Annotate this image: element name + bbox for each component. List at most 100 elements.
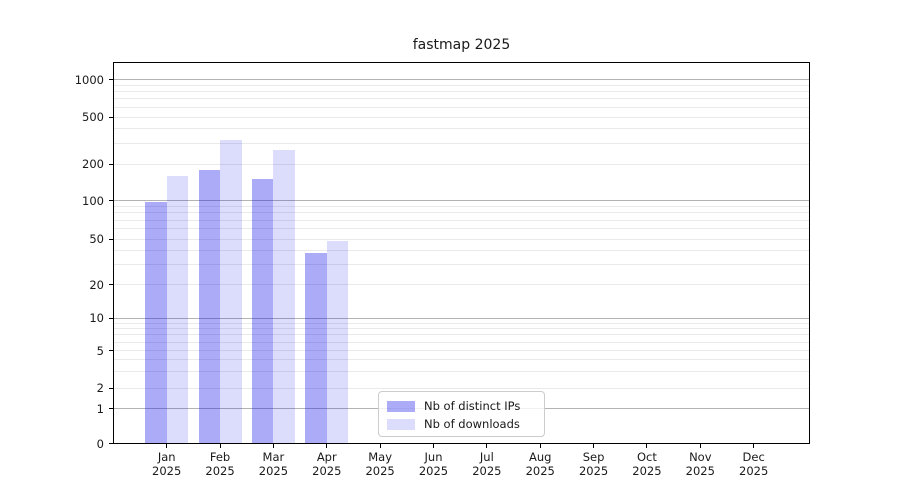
x-tick-label-year: 2025 — [472, 464, 502, 478]
y-tick-label: 200 — [82, 157, 104, 171]
bar-mar-downloads — [273, 149, 295, 443]
gridline-minor — [114, 322, 809, 324]
gridline-minor — [114, 142, 809, 144]
gridline-minor — [114, 350, 809, 351]
x-axis-tick — [646, 444, 648, 448]
y-tick-label: 500 — [82, 110, 104, 124]
gridline-minor — [114, 212, 809, 214]
gridline-minor — [114, 263, 809, 265]
legend: Nb of distinct IPs Nb of downloads — [378, 391, 545, 437]
x-tick-label: Oct 2025 — [619, 450, 675, 478]
y-tick-label: 50 — [89, 232, 104, 246]
x-axis-tick — [753, 444, 755, 448]
gridline-minor — [114, 371, 809, 373]
gridline-minor — [114, 219, 809, 221]
gridline-major — [114, 317, 809, 319]
gridline-minor — [114, 387, 809, 389]
bar-jan-downloads — [166, 175, 189, 443]
x-tick-label-year: 2025 — [312, 464, 342, 478]
x-tick-label-year: 2025 — [525, 464, 555, 478]
x-tick-label: Jan 2025 — [139, 450, 195, 478]
y-axis-tick — [108, 163, 113, 165]
x-axis-tick — [593, 444, 595, 448]
gridline-minor — [114, 249, 809, 251]
x-tick-label-month: Feb — [209, 450, 231, 464]
x-tick-label-year: 2025 — [418, 464, 449, 478]
x-tick-label: Aug 2025 — [512, 450, 568, 478]
x-tick-label-month: Oct — [636, 450, 657, 464]
x-tick-label: May 2025 — [352, 450, 408, 478]
y-tick-label: 2 — [96, 381, 104, 396]
x-axis-tick — [166, 444, 168, 448]
x-axis-tick — [486, 444, 488, 448]
x-tick-label-year: 2025 — [739, 464, 769, 478]
x-tick-label-month: Jul — [479, 450, 494, 464]
gridline-minor — [114, 328, 809, 330]
y-tick-label: 10 — [89, 311, 104, 326]
y-tick-label: 1 — [96, 401, 104, 416]
x-tick-label-month: Jun — [424, 450, 443, 464]
gridline-minor — [114, 116, 809, 118]
x-tick-label: Jul 2025 — [459, 450, 515, 478]
x-axis-tick — [433, 444, 434, 448]
x-tick-label-month: Dec — [742, 450, 765, 464]
x-tick-label-month: Sep — [582, 450, 605, 464]
y-axis-tick — [108, 408, 113, 410]
y-axis-tick — [108, 443, 113, 444]
x-tick-label: Apr 2025 — [299, 450, 355, 478]
x-tick-label-year: 2025 — [578, 464, 609, 478]
gridline-minor — [114, 205, 809, 207]
bar-feb-downloads — [220, 139, 242, 443]
legend-swatch-downloads — [387, 418, 415, 430]
x-tick-label: Dec 2025 — [726, 450, 782, 478]
x-tick-label: Mar 2025 — [245, 450, 301, 478]
bar-apr-distinct-ips — [305, 252, 327, 443]
y-axis-tick — [108, 284, 113, 285]
x-axis-tick — [272, 444, 274, 448]
y-axis-tick — [108, 79, 113, 80]
y-tick-label: 1000 — [74, 72, 104, 87]
y-axis-tick — [108, 387, 113, 389]
gridline-minor — [114, 359, 809, 361]
y-axis-tick — [108, 116, 113, 118]
bar-feb-distinct-ips — [198, 169, 221, 443]
legend-swatch-distinct-ips — [387, 400, 415, 412]
gridline-minor — [114, 163, 809, 165]
x-tick-label-year: 2025 — [258, 464, 289, 478]
gridline-minor — [114, 284, 809, 285]
x-tick-label-year: 2025 — [685, 464, 715, 478]
gridline-minor — [114, 106, 809, 108]
x-tick-label-year: 2025 — [632, 464, 662, 478]
bar-mar-distinct-ips — [251, 179, 274, 443]
gridline-minor — [114, 238, 809, 240]
x-axis-tick — [699, 444, 701, 448]
y-axis-tick — [108, 200, 113, 201]
gridline-minor — [114, 334, 809, 336]
y-axis-tick — [108, 238, 113, 240]
x-axis-tick — [379, 444, 381, 448]
legend-label-distinct-ips: Nb of distinct IPs — [424, 399, 521, 413]
x-tick-label-year: 2025 — [152, 464, 182, 478]
x-axis-tick — [326, 444, 328, 448]
gridline-minor — [114, 91, 809, 93]
bar-apr-downloads — [326, 241, 349, 443]
gridline-minor — [114, 98, 809, 100]
legend-item-downloads: Nb of downloads — [387, 415, 536, 433]
y-axis-tick — [108, 317, 113, 319]
x-tick-label-month: Jan — [157, 450, 176, 464]
x-tick-label-month: Apr — [316, 450, 337, 464]
y-axis-tick — [108, 350, 113, 351]
gridline-major — [114, 79, 809, 80]
x-tick-label: Jun 2025 — [406, 450, 462, 478]
x-tick-label-year: 2025 — [365, 464, 395, 478]
y-tick-label: 20 — [89, 277, 104, 292]
legend-label-downloads: Nb of downloads — [424, 417, 520, 431]
gridline-minor — [114, 84, 809, 86]
legend-item-distinct-ips: Nb of distinct IPs — [387, 397, 536, 415]
x-tick-label-month: Nov — [689, 450, 712, 464]
x-tick-label: Sep 2025 — [566, 450, 622, 478]
y-tick-label: 100 — [82, 193, 104, 208]
x-tick-label-month: Aug — [528, 450, 552, 464]
x-tick-label-year: 2025 — [205, 464, 235, 478]
